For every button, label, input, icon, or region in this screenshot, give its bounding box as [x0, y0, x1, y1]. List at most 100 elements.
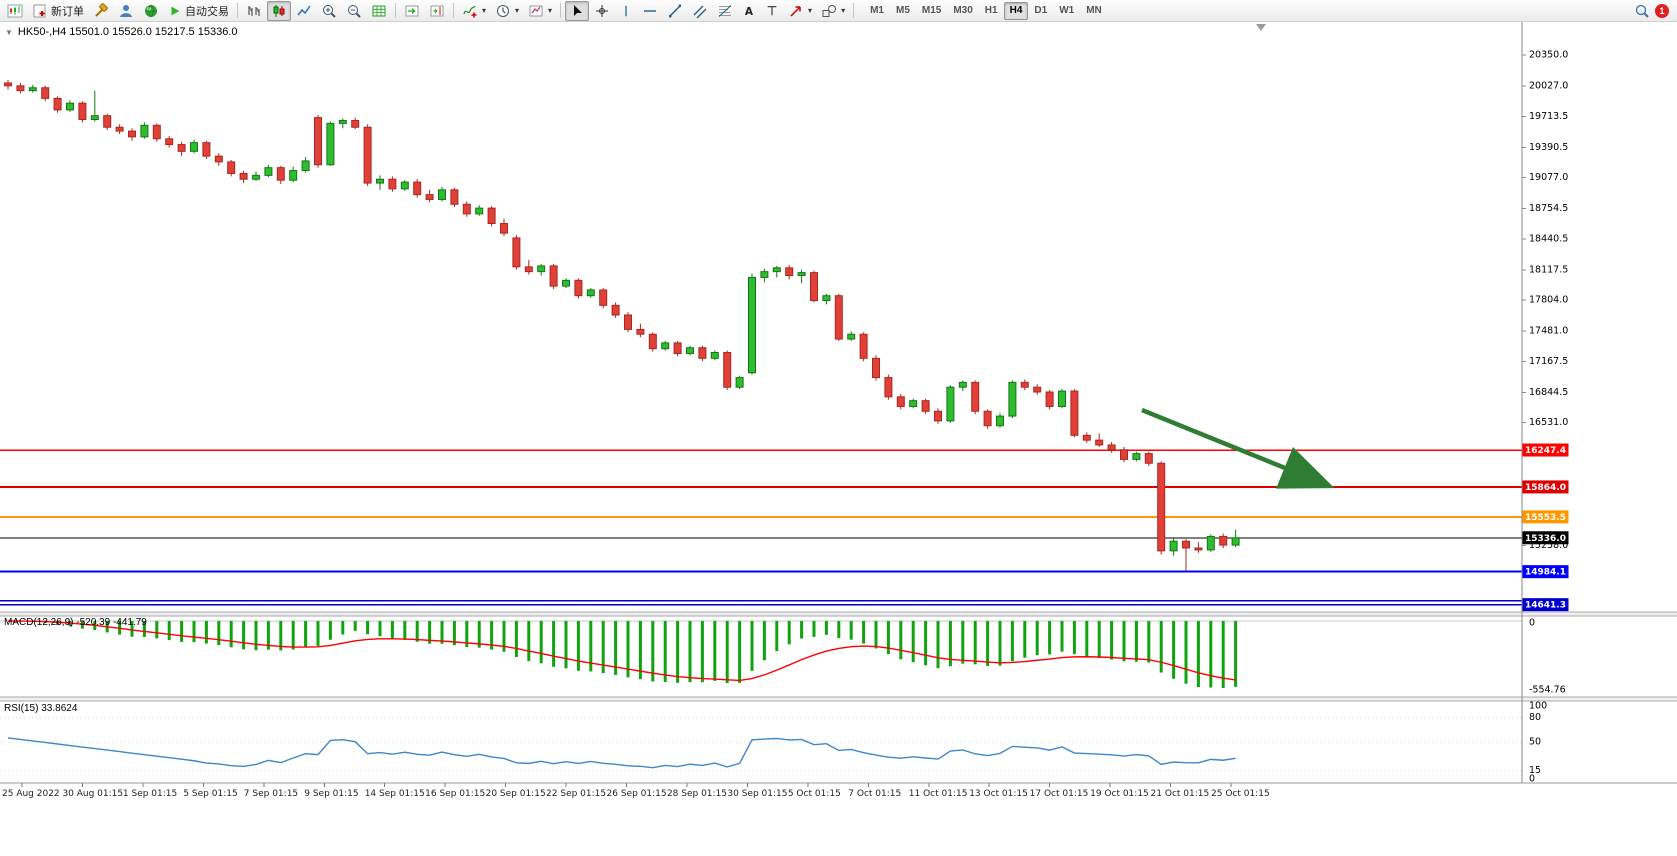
- line-chart-button[interactable]: [292, 1, 316, 21]
- globe-button[interactable]: [139, 1, 163, 21]
- candle-body: [53, 97, 62, 111]
- vertical-line-button[interactable]: [615, 1, 637, 21]
- candle-body: [338, 119, 347, 124]
- candle-body: [921, 400, 930, 412]
- candle-body: [264, 167, 273, 176]
- toolbar-separator: [560, 3, 562, 18]
- new-order-label: 新订单: [51, 5, 84, 18]
- trendline-button[interactable]: [663, 1, 687, 21]
- price-axis-label: 18754.5: [1529, 203, 1568, 214]
- price-badge: [1522, 598, 1569, 612]
- candle-body: [1182, 540, 1190, 549]
- timeframe-m1[interactable]: M1: [870, 5, 884, 16]
- toolbar-separator: [237, 3, 238, 18]
- shapes-button[interactable]: ▾: [817, 1, 849, 21]
- chart-shift-marker[interactable]: [1256, 24, 1266, 31]
- timeframe-d1[interactable]: D1: [1034, 5, 1048, 16]
- timeframe-m30[interactable]: M30: [953, 5, 973, 16]
- price-badge: [1522, 565, 1569, 579]
- timeframe-h1[interactable]: H1: [984, 5, 998, 16]
- candle-body: [78, 102, 87, 121]
- time-axis[interactable]: [0, 783, 1677, 802]
- rsi-axis-label: 0: [1529, 774, 1535, 785]
- chart-shift-button[interactable]: [425, 1, 449, 21]
- label-button[interactable]: [761, 1, 783, 21]
- candle-body: [611, 304, 620, 316]
- timeframe-w1[interactable]: W1: [1059, 5, 1075, 16]
- time-axis-label: 13 Oct 01:15: [969, 789, 1028, 799]
- candle-body: [760, 271, 769, 278]
- candle-body: [524, 266, 533, 273]
- hammer-icon: [95, 2, 108, 17]
- trend-arrow[interactable]: [1141, 407, 1335, 489]
- candle-body: [822, 295, 831, 302]
- zoom-in-icon: [323, 4, 336, 18]
- zoom-in-button[interactable]: [317, 1, 341, 21]
- arrows-button[interactable]: ▾: [784, 1, 816, 21]
- candle-body: [289, 170, 298, 181]
- rsi-axis-label: 80: [1529, 712, 1541, 723]
- candle-body: [971, 381, 980, 412]
- timeframe-m15[interactable]: M15: [921, 5, 942, 16]
- candle-body: [686, 347, 694, 354]
- bar-chart-button[interactable]: [242, 1, 266, 21]
- candle-body: [797, 272, 806, 277]
- candle-body: [413, 181, 422, 196]
- candlestick-chart[interactable]: 20350.0 20027.0 19713.5 19390.5 19077.0 18754…: [0, 22, 1677, 802]
- timeframe-mn[interactable]: MN: [1086, 5, 1102, 16]
- hammer-button[interactable]: [89, 1, 113, 21]
- timeframe-m5[interactable]: M5: [895, 5, 910, 16]
- candle-body: [896, 396, 905, 407]
- chart-shift-icon: [430, 5, 444, 16]
- chart-area[interactable]: 20350.0 20027.0 19713.5 19390.5 19077.0 18754…: [0, 22, 1677, 802]
- price-badge-label: 15336.0: [1525, 534, 1566, 544]
- panel-splitter[interactable]: [0, 697, 1677, 701]
- candlestick-chart-button[interactable]: [267, 0, 291, 21]
- main-toolbar: 新订单 自动交易 ▾ ▾ ▾ A ▾ ▾ M1 M5 M15 M30 H1 H4…: [0, 0, 1677, 22]
- candle-body: [140, 124, 149, 138]
- chart-window-button[interactable]: [3, 1, 27, 21]
- candle-body: [1008, 381, 1017, 417]
- price-axis-label: 19390.5: [1529, 142, 1568, 153]
- horizontal-line-button[interactable]: [638, 1, 662, 21]
- timeframe-group: M1 M5 M15 M30 H1 H4 D1 W1 MN: [864, 1, 1108, 20]
- cursor-button[interactable]: [565, 0, 590, 21]
- candle-body: [314, 117, 322, 166]
- panel-splitter[interactable]: [0, 612, 1677, 616]
- profile-icon: [120, 4, 132, 17]
- candle-body: [624, 314, 632, 330]
- candle-body: [1033, 386, 1042, 393]
- channel-button[interactable]: [688, 1, 712, 21]
- templates-button[interactable]: ▾: [524, 1, 556, 21]
- crosshair-button[interactable]: [590, 1, 614, 21]
- price-axis-label: 20027.0: [1529, 81, 1568, 92]
- auto-scroll-button[interactable]: [400, 1, 424, 21]
- candle-body: [847, 333, 856, 340]
- fibonacci-button[interactable]: [713, 1, 737, 21]
- price-badge: [1522, 531, 1569, 545]
- shapes-icon: [822, 4, 837, 17]
- notification-badge[interactable]: 1: [1655, 3, 1669, 18]
- candle-body: [748, 276, 756, 374]
- auto-trading-button[interactable]: 自动交易: [164, 1, 233, 21]
- quote-expander-icon[interactable]: ▼: [5, 27, 13, 37]
- zoom-out-button[interactable]: [342, 1, 366, 21]
- candle-body: [90, 115, 99, 121]
- text-button[interactable]: A: [738, 1, 760, 21]
- candle-body: [177, 144, 186, 152]
- timeframe-h4[interactable]: H4: [1003, 1, 1029, 20]
- periods-button[interactable]: ▾: [491, 1, 523, 21]
- indicators-button[interactable]: ▾: [458, 1, 490, 21]
- candle-body: [500, 223, 508, 234]
- price-axis-label: 19077.0: [1529, 172, 1568, 183]
- price-axis[interactable]: [1522, 22, 1677, 783]
- price-badge-label: 14641.3: [1525, 601, 1566, 611]
- profile-button[interactable]: [114, 1, 138, 21]
- zoom-out-icon: [348, 4, 361, 18]
- toolbar-separator: [453, 3, 454, 18]
- grid-button[interactable]: [367, 1, 391, 21]
- search-icon[interactable]: [1634, 3, 1650, 19]
- new-order-button[interactable]: 新订单: [28, 1, 88, 21]
- time-axis-label: 28 Sep 01:15: [667, 789, 727, 799]
- candle-body: [1082, 434, 1091, 441]
